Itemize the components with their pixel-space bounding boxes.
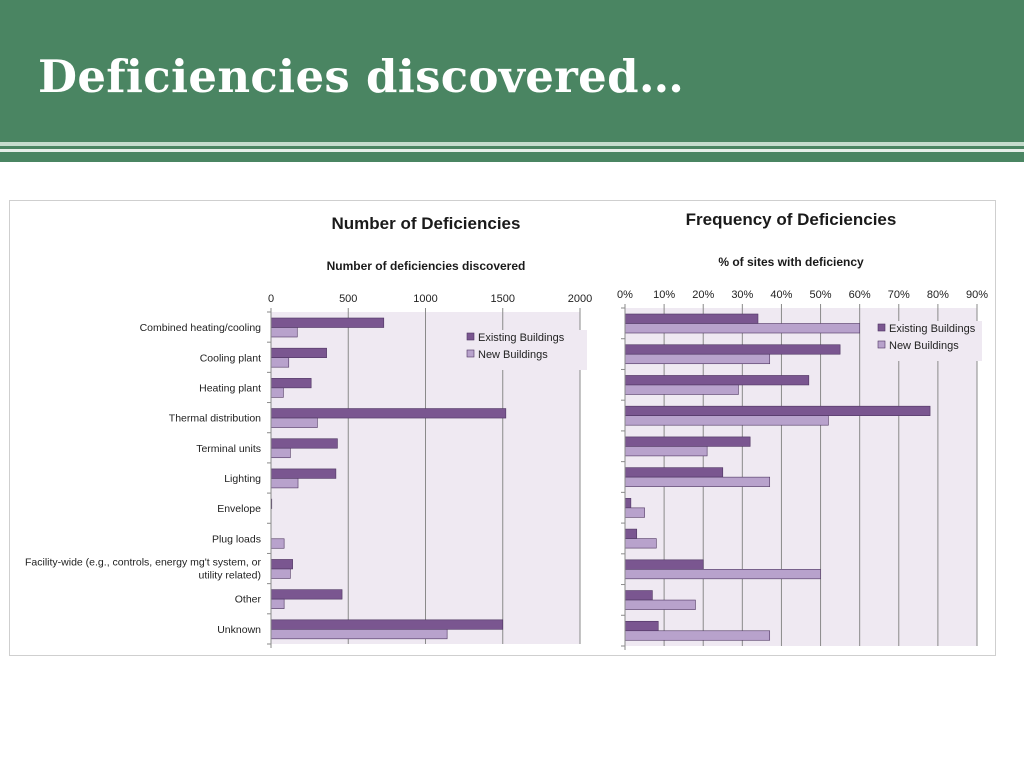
bar-new [270, 478, 299, 489]
number-of-deficiencies-chart: Number of Deficiencies Number of deficien… [25, 214, 592, 648]
category-label: Facility-wide (e.g., controls, energy mg… [25, 557, 261, 569]
bar-new [270, 568, 291, 579]
legend-label: New Buildings [889, 340, 959, 352]
bar-existing [624, 528, 638, 539]
bar-existing [624, 375, 810, 386]
bar-existing [624, 405, 931, 416]
legend-label: Existing Buildings [478, 332, 565, 344]
banner-stripe [0, 146, 1024, 149]
legend-label: Existing Buildings [889, 323, 976, 335]
bar-existing [624, 498, 632, 509]
bar-new [270, 598, 285, 609]
legend-swatch [877, 323, 886, 332]
bar-existing [624, 436, 751, 447]
chart-title: Frequency of Deficiencies [686, 210, 897, 229]
bar-new [624, 538, 657, 549]
banner-stripe [0, 152, 1024, 162]
bar-new [624, 353, 771, 365]
bar-new [270, 447, 291, 459]
x-tick-label: 20% [692, 289, 714, 301]
x-tick-label: 90% [966, 289, 988, 301]
bar-new [270, 629, 448, 640]
category-label: Heating plant [199, 382, 261, 394]
chart-subtitle: % of sites with deficiency [718, 255, 864, 269]
category-label: Lighting [224, 473, 261, 485]
category-label: utility related) [199, 570, 261, 582]
bar-new [624, 476, 771, 487]
category-label: Other [235, 594, 262, 606]
banner-stripe [0, 142, 1024, 146]
bar-new [624, 446, 708, 457]
title-banner: Deficiencies discovered… [0, 0, 1024, 142]
category-label: Unknown [217, 624, 261, 636]
legend-swatch [466, 332, 475, 341]
bar-new [270, 357, 290, 368]
bar-existing [624, 620, 659, 632]
category-label: Envelope [217, 503, 261, 515]
x-tick-label: 80% [927, 289, 949, 301]
legend-label: New Buildings [478, 349, 548, 361]
banner-stripe [0, 149, 1024, 152]
x-tick-label: 10% [653, 289, 675, 301]
legend-swatch [466, 349, 475, 358]
bar-new [624, 415, 829, 426]
bar-new [624, 599, 696, 610]
legend-box [872, 321, 982, 361]
x-tick-label: 0% [617, 289, 633, 301]
bar-new [270, 538, 285, 549]
category-label: Combined heating/cooling [140, 322, 262, 334]
x-tick-label: 40% [770, 289, 792, 301]
bar-existing [270, 317, 385, 328]
x-tick-label: 1000 [413, 293, 437, 305]
frequency-of-deficiencies-chart: Frequency of Deficiencies % of sites with… [617, 210, 988, 650]
bar-existing [624, 467, 724, 478]
category-label: Terminal units [196, 443, 261, 455]
bar-existing [270, 468, 337, 479]
x-tick-label: 2000 [568, 293, 592, 305]
bar-existing [270, 347, 327, 358]
bar-new [624, 384, 739, 395]
bar-existing [270, 589, 343, 600]
category-label: Cooling plant [200, 352, 261, 364]
chart-subtitle: Number of deficiencies discovered [327, 259, 526, 273]
bar-existing [270, 378, 312, 389]
bar-new [270, 387, 284, 398]
bar-existing [624, 590, 653, 601]
category-label: Thermal distribution [169, 413, 261, 425]
bar-existing [270, 438, 338, 449]
bar-existing [270, 619, 504, 630]
bar-new [270, 327, 298, 338]
x-tick-label: 60% [849, 289, 871, 301]
bar-existing [624, 313, 759, 324]
legend-box [461, 330, 587, 370]
bar-existing [624, 344, 841, 355]
bar-existing [624, 559, 704, 570]
legend-swatch [877, 340, 886, 349]
chart-title: Number of Deficiencies [332, 214, 521, 233]
x-tick-label: 1500 [491, 293, 515, 305]
bar-new [624, 323, 860, 334]
bar-new [624, 569, 821, 580]
x-tick-label: 0 [268, 293, 274, 305]
bar-new [270, 417, 318, 428]
x-tick-label: 30% [731, 289, 753, 301]
bar-existing [270, 408, 507, 419]
slide-title: Deficiencies discovered… [38, 50, 685, 103]
x-tick-label: 50% [810, 289, 832, 301]
bar-new [624, 507, 645, 518]
bar-new [624, 630, 771, 641]
x-tick-label: 500 [339, 293, 357, 305]
category-label: Plug loads [212, 533, 261, 545]
bar-existing [270, 559, 293, 570]
x-tick-label: 70% [888, 289, 910, 301]
